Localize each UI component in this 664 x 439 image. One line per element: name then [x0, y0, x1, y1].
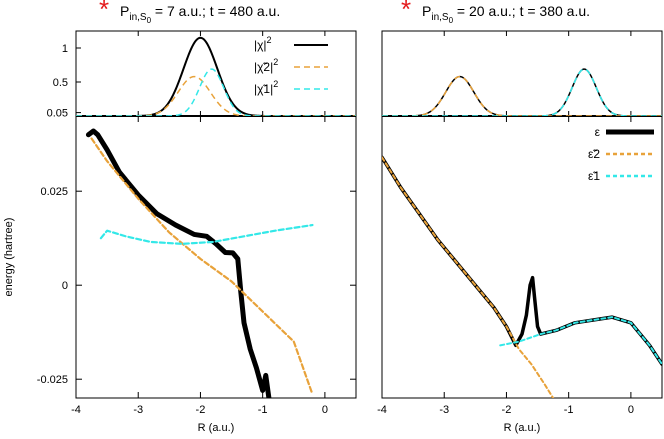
x-tick-label: -2 [502, 404, 512, 416]
panel-left: * Pin,S0 = 7 a.u.; t = 480 a.u. -4 -3 -2 -1 0 R… [3, 0, 357, 434]
top-frame [75, 30, 357, 117]
x-tick-label: -2 [196, 404, 206, 416]
x-axis-label: R (a.u.) [198, 422, 235, 434]
x-tick-label: -1 [564, 404, 574, 416]
y-tick-label: 0 [62, 280, 68, 292]
energy-line [382, 155, 662, 366]
bottom-frame [75, 115, 357, 399]
density-line [382, 68, 662, 116]
energy-line [85, 128, 272, 398]
legend-label: ε̃2 [588, 147, 600, 161]
x-tick-label: -3 [439, 404, 449, 416]
x-tick-label: -3 [133, 404, 143, 416]
bottom-series-group [382, 155, 662, 398]
energy-line [90, 137, 314, 396]
x-tick-label: -1 [258, 404, 268, 416]
bottom-frame [381, 115, 663, 399]
legend-label: ε [595, 125, 601, 139]
x-tick-label: -4 [71, 404, 81, 416]
x-tick-label: 0 [628, 404, 634, 416]
legend-label: |χ|2 [254, 35, 272, 52]
density-line [382, 75, 662, 116]
x-tick-label: 0 [322, 404, 328, 416]
bottom-series-group [85, 128, 314, 398]
y-tick-label: 0.5 [53, 77, 68, 89]
y-tick-label: 1 [62, 43, 68, 55]
panel-title: Pin,S0 = 7 a.u.; t = 480 a.u. [120, 3, 280, 25]
density-line [76, 75, 356, 116]
top-series-group [76, 36, 356, 116]
title-star: * [99, 0, 109, 24]
energy-line [499, 316, 662, 366]
density-line [76, 68, 356, 116]
density-line [382, 68, 662, 116]
y-tick-label: -0.025 [37, 374, 68, 386]
legend-label: ε̃1 [588, 169, 600, 183]
legend-label: |χ̃2|2 [254, 57, 278, 74]
top-series-group [382, 68, 662, 116]
y-tick-label: 0.05 [47, 108, 68, 120]
energy-line [382, 156, 555, 398]
panel-right: * Pin,S0 = 20 a.u.; t = 380 a.u. -4 -3 -2 -1 0… [377, 0, 663, 434]
top-frame [381, 30, 663, 117]
y-tick-label: 0.025 [40, 186, 68, 198]
density-line [76, 36, 356, 116]
y-axis-label: energy (hartree) [3, 218, 15, 297]
x-axis-label: R (a.u.) [504, 422, 541, 434]
title-star: * [401, 0, 411, 24]
legend-label: |χ̃1|2 [254, 79, 278, 96]
x-tick-label: -4 [377, 404, 387, 416]
panel-title: Pin,S0 = 20 a.u.; t = 380 a.u. [422, 3, 590, 25]
energy-line [99, 223, 314, 245]
